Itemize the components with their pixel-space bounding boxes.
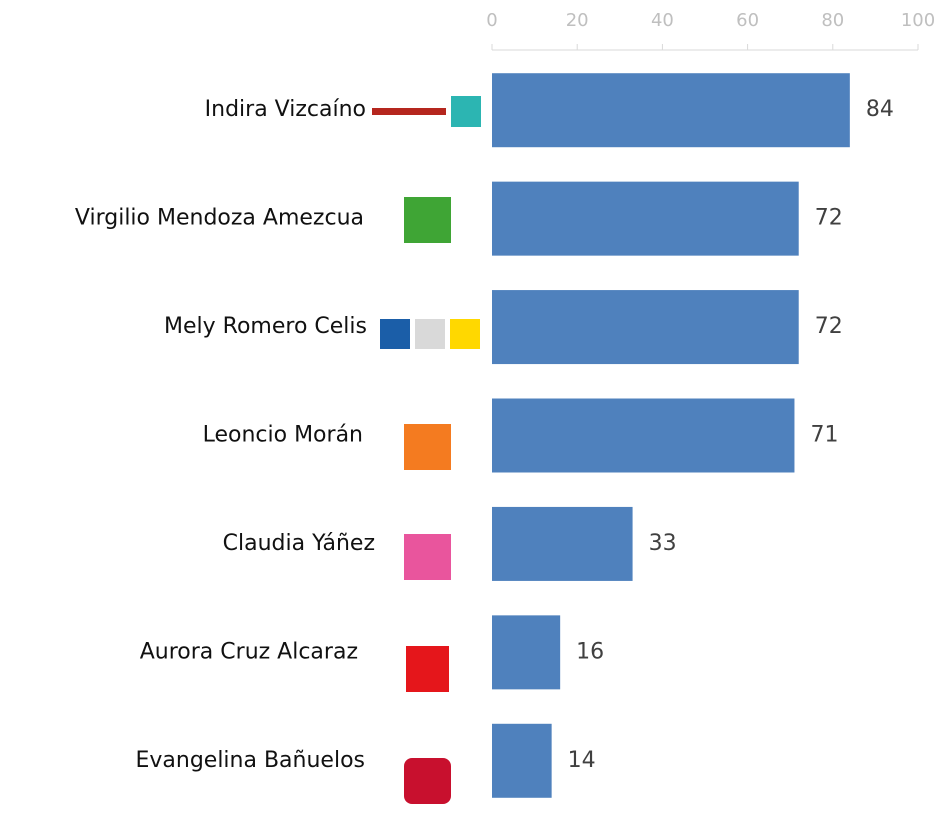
- value-label: 72: [815, 206, 843, 231]
- bar: [492, 506, 633, 581]
- bar: [492, 615, 561, 690]
- party-logos: [371, 96, 481, 804]
- value-label: 71: [810, 423, 838, 448]
- bar: [492, 398, 795, 473]
- x-tick-label: 40: [651, 10, 674, 31]
- category-label: Virgilio Mendoza Amezcua: [75, 206, 364, 231]
- category-label: Evangelina Bañuelos: [135, 748, 365, 773]
- logo: [450, 319, 480, 349]
- logo: [404, 758, 451, 804]
- x-tick-label: 20: [566, 10, 589, 31]
- bar: [492, 73, 850, 148]
- value-label: 16: [576, 639, 604, 664]
- bar: [492, 723, 552, 798]
- x-tick-label: 80: [821, 10, 844, 31]
- category-label: Indira Vizcaíno: [205, 97, 366, 122]
- logo: [404, 197, 451, 243]
- category-label: Mely Romero Celis: [164, 314, 367, 339]
- value-label: 33: [649, 531, 677, 556]
- logo: [380, 319, 410, 349]
- category-label: Claudia Yáñez: [223, 531, 375, 556]
- value-label: 72: [815, 314, 843, 339]
- value-label: 14: [568, 748, 596, 773]
- category-label: Aurora Cruz Alcaraz: [140, 639, 358, 664]
- x-tick-label: 0: [486, 10, 497, 31]
- x-tick-label: 60: [736, 10, 759, 31]
- logo: [451, 96, 481, 127]
- logo: [415, 319, 445, 349]
- logo: [404, 424, 451, 470]
- value-label: 84: [866, 97, 894, 122]
- category-label: Leoncio Morán: [203, 423, 363, 448]
- logo: [404, 534, 451, 580]
- logo: [372, 108, 446, 115]
- bar: [492, 181, 799, 256]
- x-tick-label: 100: [901, 10, 935, 31]
- logo: [406, 646, 449, 692]
- bar: [492, 290, 799, 365]
